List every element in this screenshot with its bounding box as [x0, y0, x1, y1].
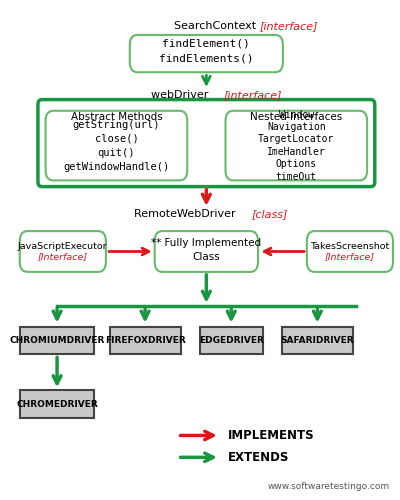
- FancyBboxPatch shape: [282, 327, 353, 354]
- FancyBboxPatch shape: [226, 111, 367, 180]
- FancyBboxPatch shape: [20, 390, 94, 418]
- Text: findElement()
findElements(): findElement() findElements(): [159, 38, 254, 64]
- Text: [interface]: [interface]: [224, 90, 282, 100]
- Text: SAFARIDRIVER: SAFARIDRIVER: [280, 336, 354, 345]
- Text: CHROMEDRIVER: CHROMEDRIVER: [16, 400, 98, 408]
- Text: Nested Interfaces: Nested Interfaces: [250, 112, 342, 122]
- FancyBboxPatch shape: [155, 231, 258, 272]
- Text: [Interface]: [Interface]: [38, 252, 88, 261]
- FancyBboxPatch shape: [20, 231, 106, 272]
- Text: Window
Navigation
TargetLocator
ImeHandler
Options
timeOut: Window Navigation TargetLocator ImeHandl…: [258, 110, 334, 182]
- FancyBboxPatch shape: [307, 231, 393, 272]
- Text: [class]: [class]: [252, 209, 288, 219]
- FancyBboxPatch shape: [20, 327, 94, 354]
- Text: TakesScreenshot: TakesScreenshot: [310, 242, 390, 250]
- Text: [Interface]: [Interface]: [325, 252, 375, 261]
- FancyBboxPatch shape: [130, 35, 283, 72]
- Text: webDriver: webDriver: [151, 90, 212, 100]
- FancyBboxPatch shape: [200, 327, 263, 354]
- FancyBboxPatch shape: [38, 100, 375, 186]
- Text: EXTENDS: EXTENDS: [228, 451, 289, 464]
- Text: SearchContext: SearchContext: [174, 21, 260, 31]
- Text: FIREFOXDRIVER: FIREFOXDRIVER: [105, 336, 186, 345]
- Text: getString(url)
close()
quit()
getWindowHandle(): getString(url) close() quit() getWindowH…: [63, 120, 170, 172]
- Text: EDGEDRIVER: EDGEDRIVER: [199, 336, 264, 345]
- Text: [interface]: [interface]: [259, 21, 318, 31]
- FancyBboxPatch shape: [110, 327, 180, 354]
- Text: IMPLEMENTS: IMPLEMENTS: [228, 429, 314, 442]
- Text: RemoteWebDriver: RemoteWebDriver: [134, 209, 239, 219]
- Text: Abstract Methods: Abstract Methods: [70, 112, 162, 122]
- Text: www.softwaretestingo.com: www.softwaretestingo.com: [268, 482, 390, 490]
- FancyBboxPatch shape: [46, 111, 187, 180]
- Text: JavaScriptExecutor: JavaScriptExecutor: [18, 242, 108, 250]
- Text: CHROMIUMDRIVER: CHROMIUMDRIVER: [9, 336, 105, 345]
- Text: ** Fully Implemented
Class: ** Fully Implemented Class: [151, 238, 262, 262]
